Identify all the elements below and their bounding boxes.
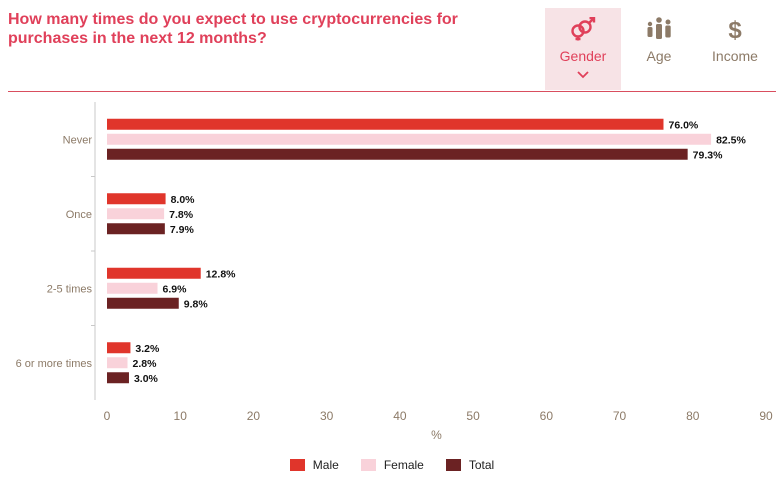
data-label: 82.5% bbox=[716, 134, 746, 146]
legend-label-female: Female bbox=[383, 458, 424, 472]
legend-item-female[interactable]: Female bbox=[360, 458, 424, 472]
legend: Male Female Total bbox=[0, 458, 784, 472]
svg-text:$: $ bbox=[728, 17, 742, 42]
legend-swatch-male bbox=[289, 459, 305, 471]
tab-income[interactable]: $ Income bbox=[697, 8, 773, 90]
x-tick-label: 80 bbox=[686, 409, 700, 423]
legend-swatch-female bbox=[360, 459, 376, 471]
x-axis-label: % bbox=[431, 428, 442, 442]
bar-female bbox=[107, 133, 712, 145]
x-tick-label: 70 bbox=[613, 409, 627, 423]
data-label: 12.8% bbox=[206, 268, 236, 280]
bar-chart: Never 76.0% 82.5% 79.3% Once 8.0% 7.8% 7.9% 2-5 … bbox=[16, 102, 773, 442]
legend-label-male: Male bbox=[312, 458, 339, 472]
header-divider bbox=[8, 91, 776, 92]
x-tick-label: 20 bbox=[247, 409, 261, 423]
y-tick-label: Never bbox=[63, 134, 93, 146]
bar-male bbox=[107, 342, 131, 354]
data-label: 8.0% bbox=[171, 194, 196, 206]
bar-total bbox=[107, 297, 179, 309]
y-tick-label: 2-5 times bbox=[47, 283, 93, 295]
data-label: 79.3% bbox=[693, 149, 723, 161]
bar-male bbox=[107, 193, 166, 205]
x-tick-label: 30 bbox=[320, 409, 334, 423]
bar-total bbox=[107, 148, 688, 160]
y-tick-label: 6 or more times bbox=[16, 358, 93, 370]
legend-label-total: Total bbox=[468, 458, 495, 472]
bar-female bbox=[107, 357, 128, 369]
data-label: 7.8% bbox=[169, 209, 194, 221]
y-tick-label: Once bbox=[66, 209, 92, 221]
bar-male bbox=[107, 118, 664, 130]
x-tick-label: 0 bbox=[104, 409, 111, 423]
x-tick-label: 40 bbox=[393, 409, 407, 423]
gender-icon bbox=[569, 14, 597, 44]
data-label: 3.0% bbox=[134, 373, 159, 385]
bar-total bbox=[107, 223, 165, 235]
tab-gender[interactable]: Gender bbox=[545, 8, 621, 90]
data-label: 2.8% bbox=[133, 358, 158, 370]
chevron-down-icon bbox=[576, 66, 590, 84]
data-label: 3.2% bbox=[135, 343, 160, 355]
legend-swatch-total bbox=[445, 459, 461, 471]
tab-age-label: Age bbox=[646, 48, 672, 64]
x-tick-label: 50 bbox=[466, 409, 480, 423]
age-icon bbox=[645, 14, 673, 44]
tab-gender-label: Gender bbox=[559, 48, 607, 64]
data-label: 9.8% bbox=[184, 298, 209, 310]
data-label: 6.9% bbox=[163, 283, 188, 295]
x-tick-label: 10 bbox=[174, 409, 188, 423]
data-label: 76.0% bbox=[668, 119, 698, 131]
bar-total bbox=[107, 372, 129, 384]
tab-age[interactable]: Age bbox=[621, 8, 697, 90]
data-label: 7.9% bbox=[170, 224, 195, 236]
bar-female bbox=[107, 208, 165, 220]
x-tick-label: 90 bbox=[759, 409, 773, 423]
legend-item-male[interactable]: Male bbox=[289, 458, 339, 472]
dollar-icon: $ bbox=[725, 14, 745, 44]
bar-male bbox=[107, 267, 201, 279]
chart-title: How many times do you expect to use cryp… bbox=[8, 11, 458, 47]
legend-item-total[interactable]: Total bbox=[445, 458, 495, 472]
x-tick-label: 60 bbox=[540, 409, 554, 423]
filter-tabs: Gender Age $ Income bbox=[545, 8, 773, 90]
tab-income-label: Income bbox=[712, 48, 758, 64]
bar-female bbox=[107, 282, 158, 294]
